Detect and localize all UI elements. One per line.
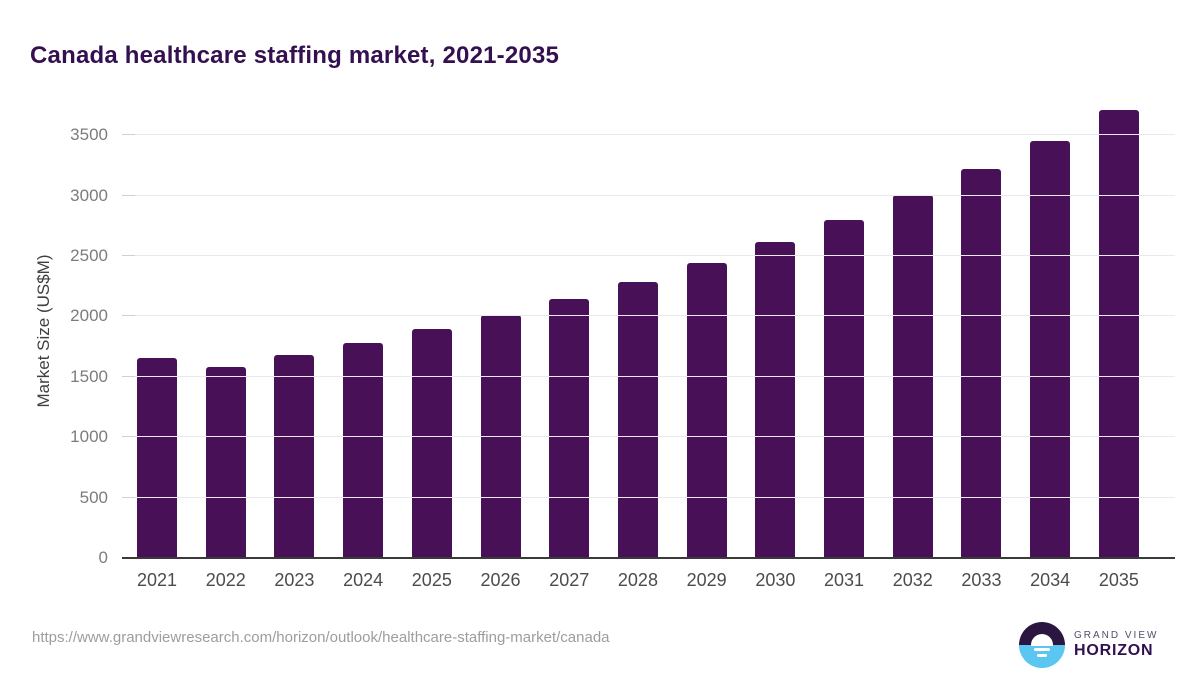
y-tick-label: 1000 <box>70 427 108 447</box>
bar-2035 <box>1098 110 1139 558</box>
y-tick-label: 3000 <box>70 185 108 205</box>
x-tick-label: 2033 <box>961 569 1002 590</box>
x-tick-label: 2021 <box>136 569 178 590</box>
logo-brand-bottom: HORIZON <box>1074 642 1154 659</box>
horizon-sunrise-icon <box>1019 621 1065 668</box>
y-axis-tick <box>122 375 135 377</box>
y-axis-tick <box>122 315 135 317</box>
x-tick-label: 2034 <box>1030 569 1071 590</box>
x-tick-cell: 2028 <box>618 560 658 590</box>
y-tick-label: 2000 <box>70 306 108 326</box>
bar-2031 <box>824 219 865 558</box>
bar-2021 <box>137 358 177 558</box>
bar-2030 <box>755 241 796 558</box>
grand-view-horizon-logo: GRAND VIEW HORIZON <box>1019 621 1158 668</box>
bar-2028 <box>617 281 658 558</box>
y-tick-label: 0 <box>98 548 108 567</box>
x-tick-label: 2023 <box>274 569 315 590</box>
x-tick-cell: 2025 <box>412 560 452 590</box>
x-tick-cell: 2033 <box>961 560 1001 590</box>
x-tick-label: 2032 <box>892 569 933 590</box>
x-tick-label: 2026 <box>480 569 521 590</box>
y-axis-tick <box>122 255 135 256</box>
logo-brand-top: GRAND VIEW <box>1074 630 1159 641</box>
y-tick-label: 3500 <box>70 125 108 145</box>
x-tick-label: 2022 <box>205 569 246 590</box>
x-tick-labels: 2021 2022 2023 2024 2025 2026 2027 2028 2029 2030… <box>137 560 1139 590</box>
gridline <box>122 375 1175 377</box>
x-tick-label: 2030 <box>755 569 796 590</box>
x-tick-label: 2025 <box>411 569 452 590</box>
x-tick-cell: 2027 <box>549 560 589 590</box>
gridline <box>122 315 1175 317</box>
bar-2025 <box>411 328 452 558</box>
y-axis-tick <box>122 194 135 196</box>
y-tick-labels: 0 500 1000 1500 2000 2500 3000 3500 <box>0 105 108 567</box>
y-axis-tick <box>122 436 135 438</box>
gridline <box>122 134 1175 136</box>
logo-sky <box>1019 621 1065 645</box>
gridline <box>122 255 1175 256</box>
y-tick-label: 1500 <box>70 366 108 386</box>
x-axis-line <box>122 557 1175 559</box>
bars-container <box>137 105 1139 558</box>
x-tick-cell: 2034 <box>1030 560 1070 590</box>
x-tick-cell: 2022 <box>206 560 246 590</box>
x-tick-cell: 2023 <box>274 560 314 590</box>
x-tick-label: 2035 <box>1098 569 1139 590</box>
y-axis-tick <box>122 496 135 498</box>
bar-2024 <box>343 342 384 558</box>
x-tick-cell: 2026 <box>481 560 521 590</box>
x-tick-label: 2028 <box>617 569 658 590</box>
bar-2033 <box>961 168 1002 558</box>
x-tick-cell: 2035 <box>1099 560 1139 590</box>
plot-area <box>122 105 1175 559</box>
x-tick-cell: 2024 <box>343 560 383 590</box>
y-tick-label: 2500 <box>70 246 108 265</box>
logo-sun <box>1031 633 1053 646</box>
gridline <box>122 496 1175 498</box>
source-url: https://www.grandviewresearch.com/horizo… <box>32 629 610 646</box>
x-tick-cell: 2032 <box>893 560 933 590</box>
y-tick-label: 500 <box>79 487 108 507</box>
y-axis-tick <box>122 134 135 136</box>
logo-reflection-line <box>1034 648 1050 651</box>
bar-2023 <box>274 354 315 558</box>
bar-2027 <box>549 298 590 558</box>
x-tick-label: 2031 <box>824 569 865 590</box>
logo-reflection-line <box>1037 653 1047 657</box>
x-tick-cell: 2030 <box>755 560 795 590</box>
x-tick-label: 2027 <box>549 569 590 590</box>
chart-title: Canada healthcare staffing market, 2021-… <box>30 42 560 70</box>
x-tick-label: 2024 <box>343 569 384 590</box>
bar-2022 <box>205 367 246 558</box>
bar-2029 <box>686 262 727 558</box>
logo-text: GRAND VIEW HORIZON <box>1074 630 1158 659</box>
x-tick-cell: 2031 <box>824 560 864 590</box>
x-tick-label: 2029 <box>686 569 727 590</box>
gridline <box>122 436 1175 438</box>
gridline <box>122 194 1175 196</box>
x-tick-cell: 2021 <box>137 560 177 590</box>
bar-2034 <box>1030 141 1071 558</box>
x-tick-cell: 2029 <box>687 560 727 590</box>
